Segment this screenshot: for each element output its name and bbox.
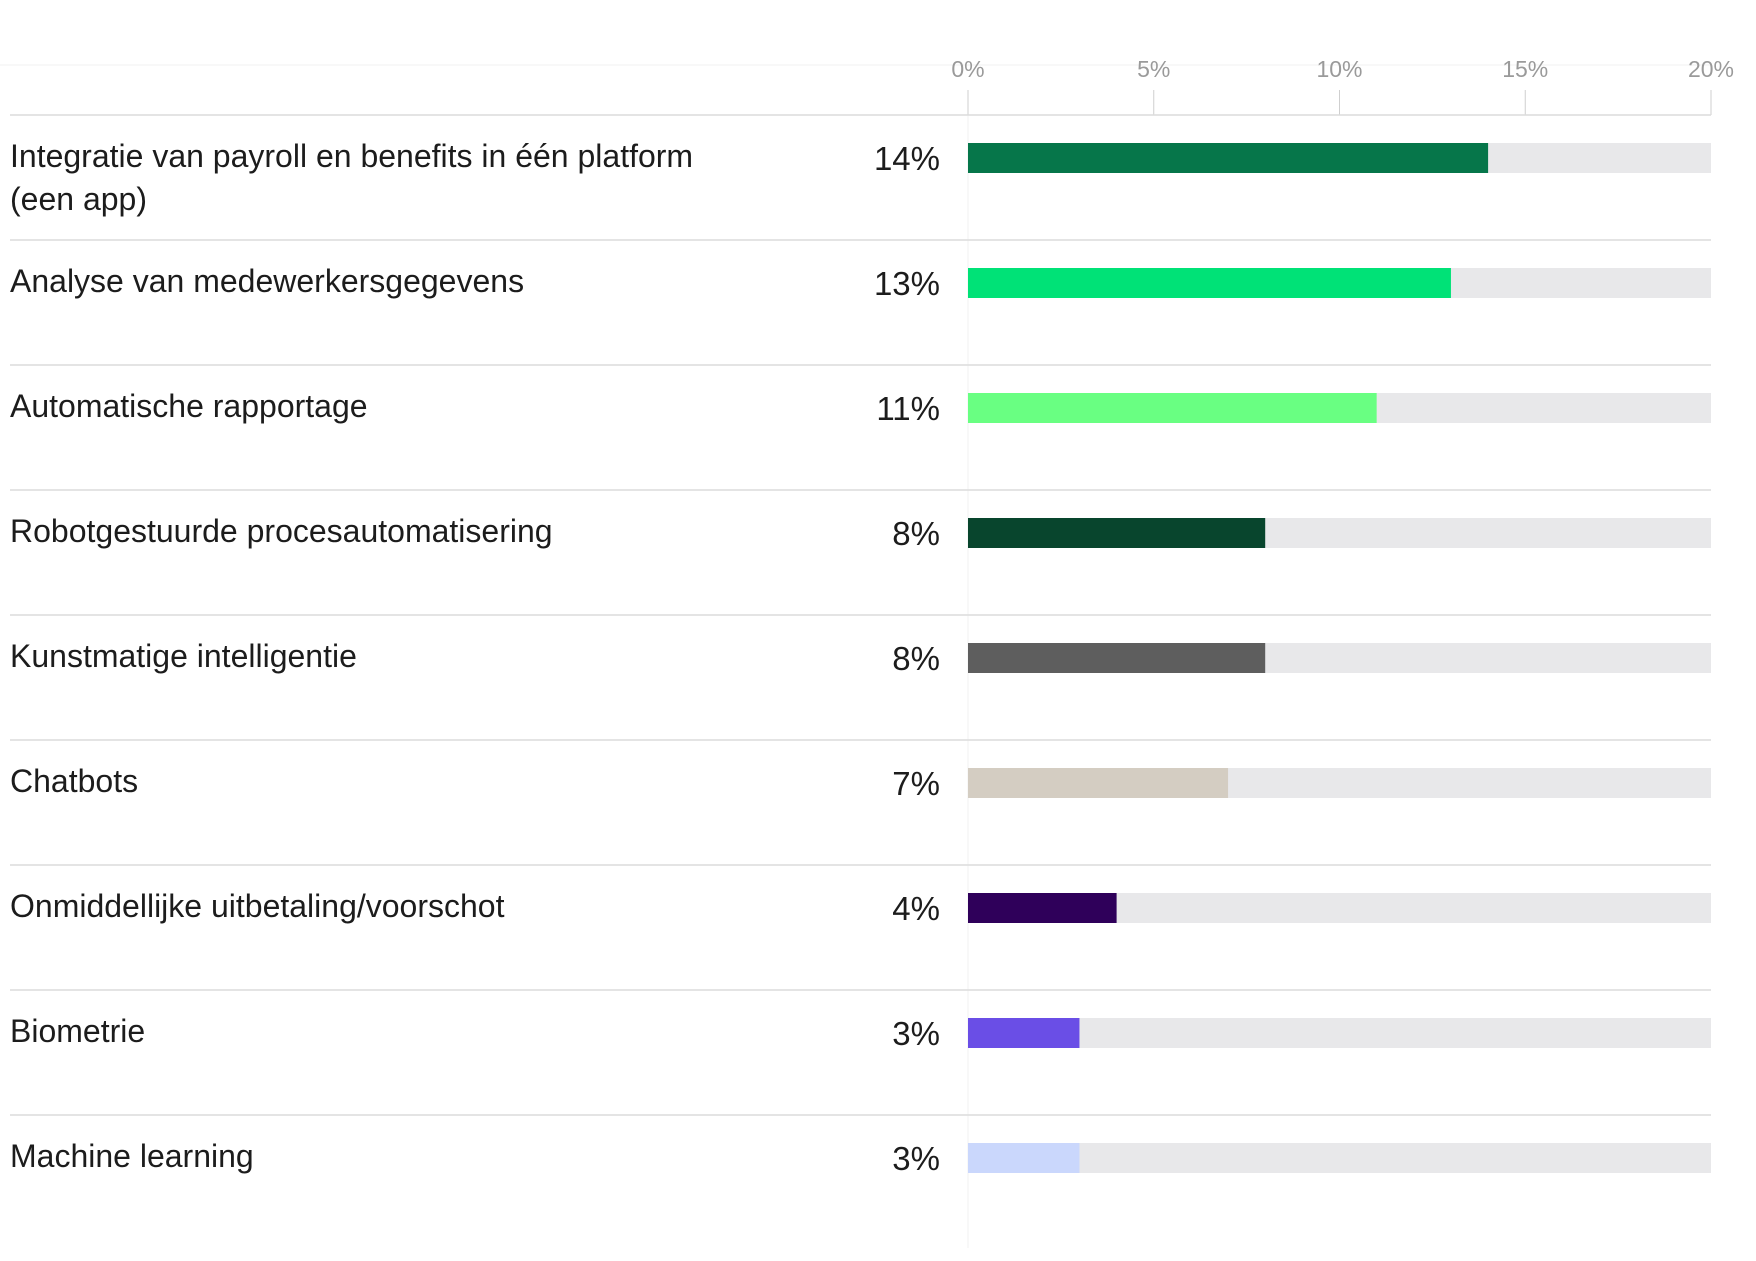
bar-0	[968, 143, 1489, 173]
category-label-3: Robotgestuurde procesautomatisering	[10, 513, 553, 549]
value-label-6: 4%	[892, 890, 940, 927]
tick-label-0: 0%	[951, 56, 985, 82]
tick-label-3: 15%	[1502, 56, 1549, 82]
bar-8	[968, 1143, 1080, 1173]
category-label-1: Analyse van medewerkersgegevens	[10, 263, 525, 299]
value-label-4: 8%	[892, 640, 940, 677]
category-label-4: Kunstmatige intelligentie	[10, 638, 357, 674]
bar-track-7	[968, 1018, 1711, 1048]
value-label-2: 11%	[876, 390, 940, 427]
bar-4	[968, 643, 1266, 673]
value-label-0: 14%	[873, 140, 940, 177]
bar-7	[968, 1018, 1080, 1048]
tick-label-1: 5%	[1137, 56, 1171, 82]
bar-track-8	[968, 1143, 1711, 1173]
bar-2	[968, 393, 1377, 423]
tick-label-4: 20%	[1687, 56, 1735, 82]
category-label-2: Automatische rapportage	[10, 388, 368, 424]
value-label-7: 3%	[892, 1015, 940, 1052]
value-label-5: 7%	[892, 765, 940, 802]
category-label-6: Onmiddellijke uitbetaling/voorschot	[10, 888, 505, 924]
value-label-8: 3%	[892, 1140, 940, 1177]
bar-3	[968, 518, 1266, 548]
bar-5	[968, 768, 1229, 798]
category-label-7: Biometrie	[10, 1013, 146, 1049]
value-label-1: 13%	[873, 265, 940, 302]
bar-6	[968, 893, 1117, 923]
tick-label-2: 10%	[1316, 56, 1363, 82]
category-label-5: Chatbots	[10, 763, 139, 799]
category-label-8: Machine learning	[10, 1138, 254, 1174]
bar-1	[968, 268, 1451, 298]
category-label-0: Integratie van payroll en benefits in éé…	[10, 138, 694, 217]
value-label-3: 8%	[892, 515, 940, 552]
